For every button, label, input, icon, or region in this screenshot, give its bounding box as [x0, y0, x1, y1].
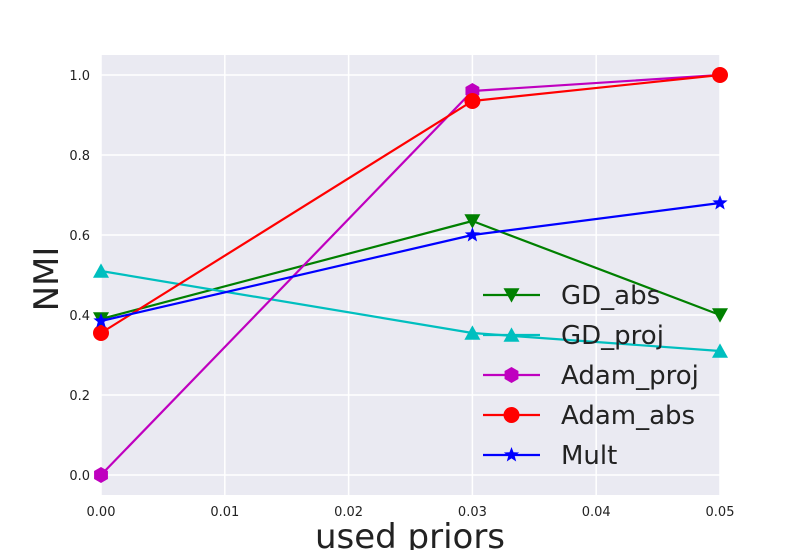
- data-point: [464, 214, 481, 229]
- x-tick-label: 0.00: [87, 505, 116, 520]
- legend-marker: [503, 407, 520, 423]
- y-tick-label: 0.0: [69, 469, 90, 484]
- data-point: [93, 263, 109, 278]
- legend-item: GD_proj: [483, 321, 664, 351]
- data-point: [712, 67, 728, 83]
- legend-item: Adam_proj: [483, 361, 699, 391]
- legend-label: Mult: [561, 441, 617, 471]
- data-point: [464, 325, 481, 340]
- legend-item: Adam_abs: [483, 401, 695, 431]
- legend-label: Adam_proj: [561, 361, 699, 391]
- legend-item: Mult: [483, 441, 617, 471]
- legend-label: GD_proj: [561, 321, 664, 351]
- data-point: [464, 93, 481, 109]
- data-point: [94, 467, 108, 483]
- legend: GD_abs GD_proj Adam_proj Adam_abs Mult: [483, 281, 699, 471]
- data-point: [464, 227, 481, 242]
- y-tick-label: 0.4: [69, 309, 90, 324]
- legend-label: GD_abs: [561, 281, 660, 311]
- x-tick-label: 0.01: [210, 505, 239, 520]
- y-axis-title: NMI: [27, 247, 67, 312]
- x-tick-label: 0.04: [582, 505, 611, 520]
- y-tick-label: 0.8: [69, 149, 90, 164]
- data-point: [712, 195, 728, 210]
- series-layer: [93, 67, 728, 483]
- data-point: [712, 343, 728, 358]
- y-tick-label: 0.2: [69, 389, 90, 404]
- legend-marker: [504, 367, 519, 383]
- x-tick-label: 0.03: [458, 505, 487, 520]
- y-tick-label: 1.0: [69, 69, 90, 84]
- x-tick-label: 0.02: [334, 505, 363, 520]
- legend-marker: [503, 327, 520, 342]
- legend-marker: [503, 447, 520, 462]
- data-point: [93, 325, 109, 341]
- y-tick-label: 0.6: [69, 229, 90, 244]
- legend-item: GD_abs: [483, 281, 660, 311]
- series-Mult: [93, 195, 728, 328]
- x-axis-title: used priors: [315, 517, 505, 550]
- legend-label: Adam_abs: [561, 401, 695, 431]
- x-tick-label: 0.05: [706, 505, 735, 520]
- data-point: [93, 313, 109, 328]
- series-Adam_abs: [93, 67, 728, 341]
- tick-labels: 0.00 0.01 0.02 0.03 0.04 0.05 0.0 0.2 0.4 0.6 0.8 1…: [69, 69, 734, 520]
- legend-marker: [503, 288, 520, 303]
- data-point: [712, 308, 728, 323]
